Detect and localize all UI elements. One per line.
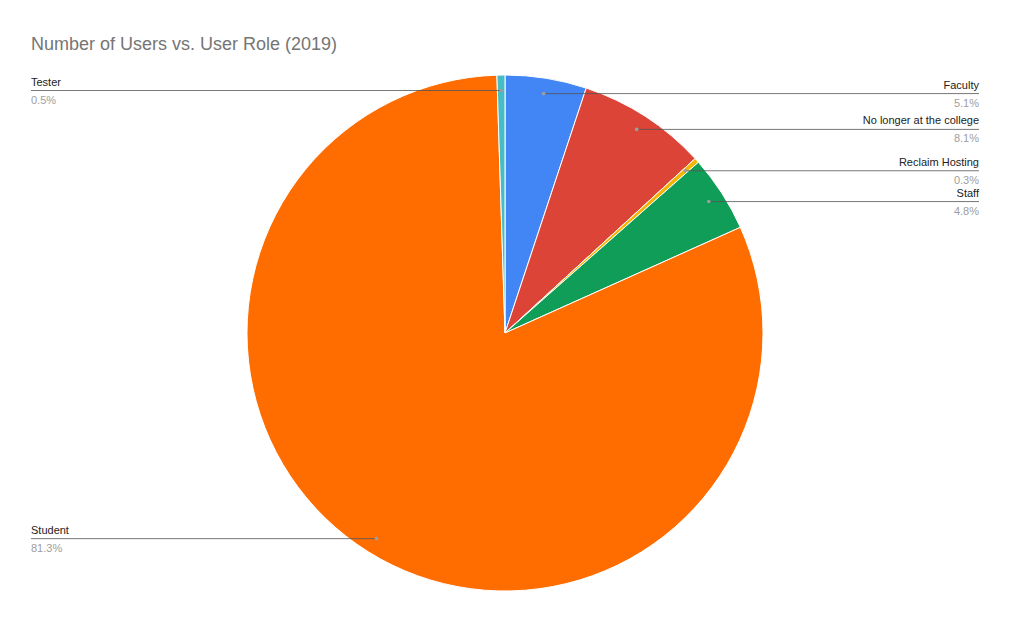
data-label: 5.1%: [954, 97, 979, 109]
data-label: 4.8%: [954, 205, 979, 217]
labels: Faculty 5.1% No longer at the college 8.1% R…: [31, 76, 980, 554]
leader-line: [544, 93, 979, 94]
data-label: 81.3%: [31, 542, 62, 554]
slice-label: Staff: [957, 187, 980, 199]
data-label: 0.5%: [31, 94, 56, 106]
slice-label: Tester: [31, 76, 61, 88]
leader-line: [709, 201, 979, 202]
leader-line: [685, 170, 979, 171]
leader-dot: [683, 169, 687, 173]
leader-line: [31, 538, 376, 539]
slice: [247, 75, 763, 591]
leader-dot: [635, 128, 639, 132]
chart: Number of Users vs. User Role (2019) Facu…: [0, 0, 1010, 624]
slice-label: No longer at the college: [863, 114, 979, 126]
slice-label: Reclaim Hosting: [899, 156, 979, 168]
background: [0, 0, 1010, 624]
title: Number of Users vs. User Role (2019): [31, 34, 337, 54]
slice-label: Student: [31, 524, 69, 536]
slices: [247, 75, 763, 591]
leader-dot: [707, 200, 711, 204]
data-label: 8.1%: [954, 132, 979, 144]
slice: [497, 75, 505, 333]
data-label: 0.3%: [954, 174, 979, 186]
slice-label: Faculty: [944, 79, 980, 91]
leader-dot: [542, 92, 546, 96]
leader-line: [31, 90, 501, 91]
leader-dot: [375, 537, 379, 541]
leader-line: [637, 129, 979, 130]
leader-dot: [499, 89, 503, 93]
